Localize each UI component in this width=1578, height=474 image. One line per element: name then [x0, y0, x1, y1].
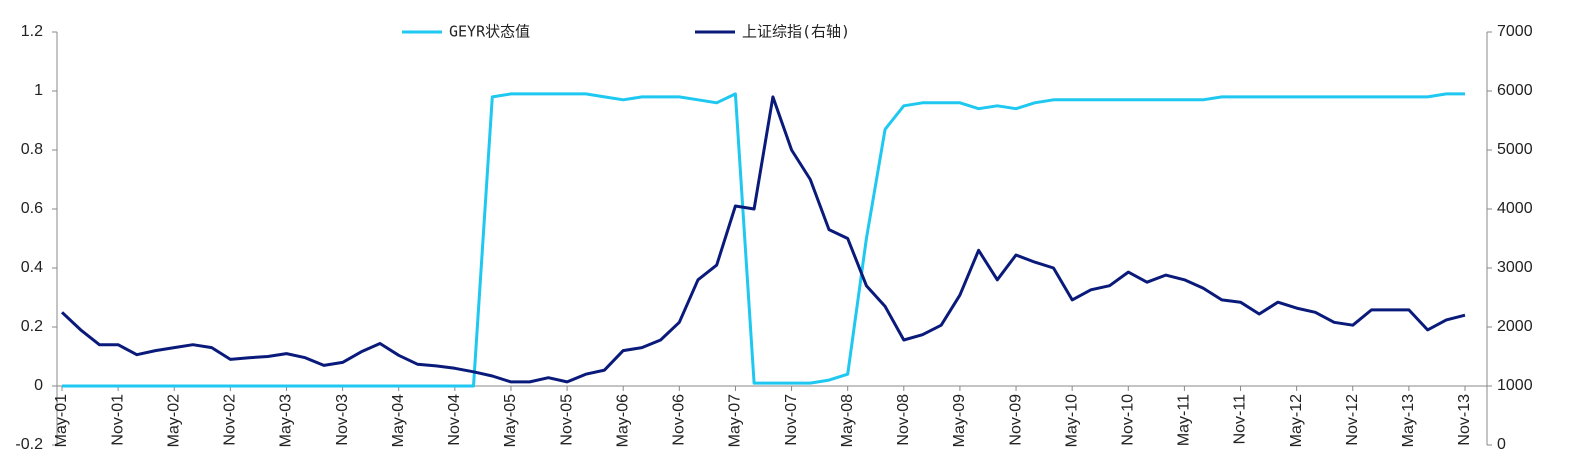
- y2-tick-label: 4000: [1497, 200, 1533, 217]
- legend-label: GEYR状态值: [449, 23, 530, 41]
- x-tick-label: Nov-05: [558, 394, 575, 446]
- x-tick-label: May-11: [1176, 394, 1193, 446]
- x-tick-label: Nov-08: [895, 394, 912, 446]
- x-tick-label: Nov-06: [671, 394, 688, 446]
- y-tick-label: 1: [34, 82, 43, 99]
- y2-tick-label: 2000: [1497, 318, 1533, 335]
- series-line: [60, 95, 1466, 384]
- x-tick-label: May-09: [951, 394, 968, 447]
- x-tick-label: Nov-11: [1232, 394, 1249, 444]
- y-tick-label: 0.4: [21, 259, 43, 276]
- y-tick-label: 1.2: [21, 23, 43, 40]
- x-tick-label: May-01: [53, 394, 70, 447]
- x-tick-label: May-12: [1288, 394, 1305, 447]
- x-tick-label: Nov-03: [334, 394, 351, 446]
- x-tick-label: Nov-12: [1344, 394, 1361, 446]
- x-tick-label: May-10: [1063, 394, 1080, 447]
- x-tick-label: Nov-02: [222, 394, 239, 446]
- x-tick-label: May-02: [165, 394, 182, 447]
- x-tick-label: May-13: [1400, 394, 1417, 447]
- y2-tick-label: 6000: [1497, 82, 1533, 99]
- y-tick-label: 0.2: [21, 318, 43, 335]
- x-tick-label: May-06: [614, 394, 631, 447]
- x-tick-label: Nov-07: [783, 394, 800, 446]
- x-tick-label: Nov-13: [1456, 394, 1473, 446]
- x-tick-label: Nov-04: [446, 394, 463, 446]
- y2-tick-label: 1000: [1497, 377, 1533, 394]
- y-tick-label: 0.6: [21, 200, 43, 217]
- x-tick-label: Nov-09: [1007, 394, 1024, 446]
- series-line: [62, 92, 1465, 388]
- y-tick-label: 0.8: [21, 141, 43, 158]
- y-tick-label: -0.2: [15, 436, 43, 453]
- y2-tick-label: 3000: [1497, 259, 1533, 276]
- y2-tick-label: 5000: [1497, 141, 1533, 158]
- x-tick-label: May-08: [839, 394, 856, 447]
- y2-tick-label: 0: [1497, 436, 1506, 453]
- x-tick-label: May-05: [502, 394, 519, 447]
- x-tick-label: May-07: [727, 394, 744, 447]
- x-tick-label: Nov-10: [1119, 394, 1136, 446]
- y2-tick-label: 7000: [1497, 23, 1533, 40]
- x-tick-label: Nov-01: [109, 394, 126, 446]
- legend-label: 上证综指(右轴): [742, 23, 850, 41]
- x-tick-label: May-04: [390, 394, 407, 447]
- y-tick-label: 0: [34, 377, 43, 394]
- x-tick-label: May-03: [278, 394, 295, 447]
